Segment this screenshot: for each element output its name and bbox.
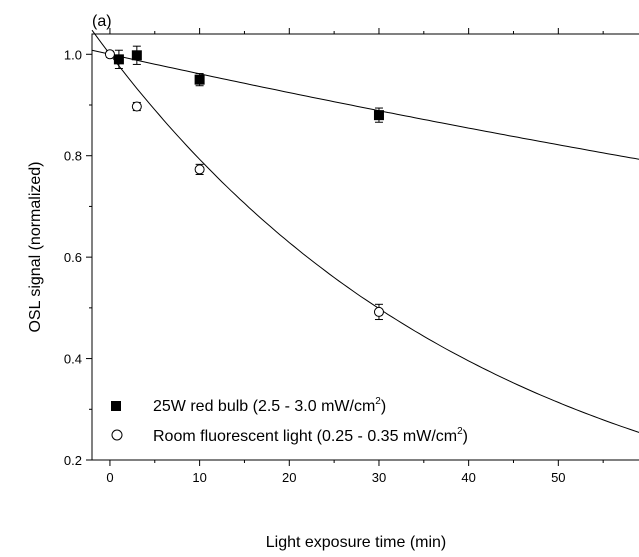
legend: 25W red bulb (2.5 - 3.0 mW/cm2) Room flu…: [111, 396, 468, 445]
y-tick-label: 0.8: [64, 149, 82, 164]
x-tick-label: 10: [192, 470, 206, 485]
panel-label: (a): [92, 13, 112, 30]
y-tick-label: 1.0: [64, 47, 82, 62]
data-point-series-1: [131, 50, 142, 61]
fit-curves: [91, 29, 639, 433]
legend-marker-series-1: [111, 401, 121, 411]
y-axis-label: OSL signal (normalized): [27, 161, 44, 332]
y-axis: 0.2 0.4 0.6 0.8 1.0: [64, 47, 92, 468]
legend-marker-series-2: [111, 429, 123, 441]
data-point-series-2: [194, 164, 205, 175]
x-tick-label: 40: [461, 470, 475, 485]
data-point-series-2: [373, 306, 384, 317]
x-axis: 0102030405060: [106, 28, 604, 485]
legend-entry-series-2: Room fluorescent light (0.25 - 0.35 mW/c…: [153, 426, 468, 445]
y-tick-label: 0.6: [64, 250, 82, 265]
x-tick-label: 30: [372, 470, 386, 485]
x-axis-label: Light exposure time (min): [266, 534, 447, 551]
plot-frame: [91, 33, 639, 461]
fit-curve-series-2: [91, 29, 639, 433]
x-tick-label: 0: [106, 470, 113, 485]
data-point-series-2: [131, 101, 142, 112]
data-point-series-1: [194, 74, 205, 85]
data-point-series-1: [373, 110, 384, 121]
data-point-series-1: [113, 54, 124, 65]
data-points: [104, 45, 384, 321]
x-tick-label: 50: [551, 470, 565, 485]
y-tick-label: 0.2: [64, 453, 82, 468]
legend-entry-series-1: 25W red bulb (2.5 - 3.0 mW/cm2): [153, 396, 386, 415]
y-tick-label: 0.4: [64, 352, 82, 367]
data-point-series-2: [104, 49, 115, 60]
x-tick-label: 20: [282, 470, 296, 485]
plot-area: [91, 33, 639, 461]
fit-curve-series-1: [91, 49, 639, 160]
